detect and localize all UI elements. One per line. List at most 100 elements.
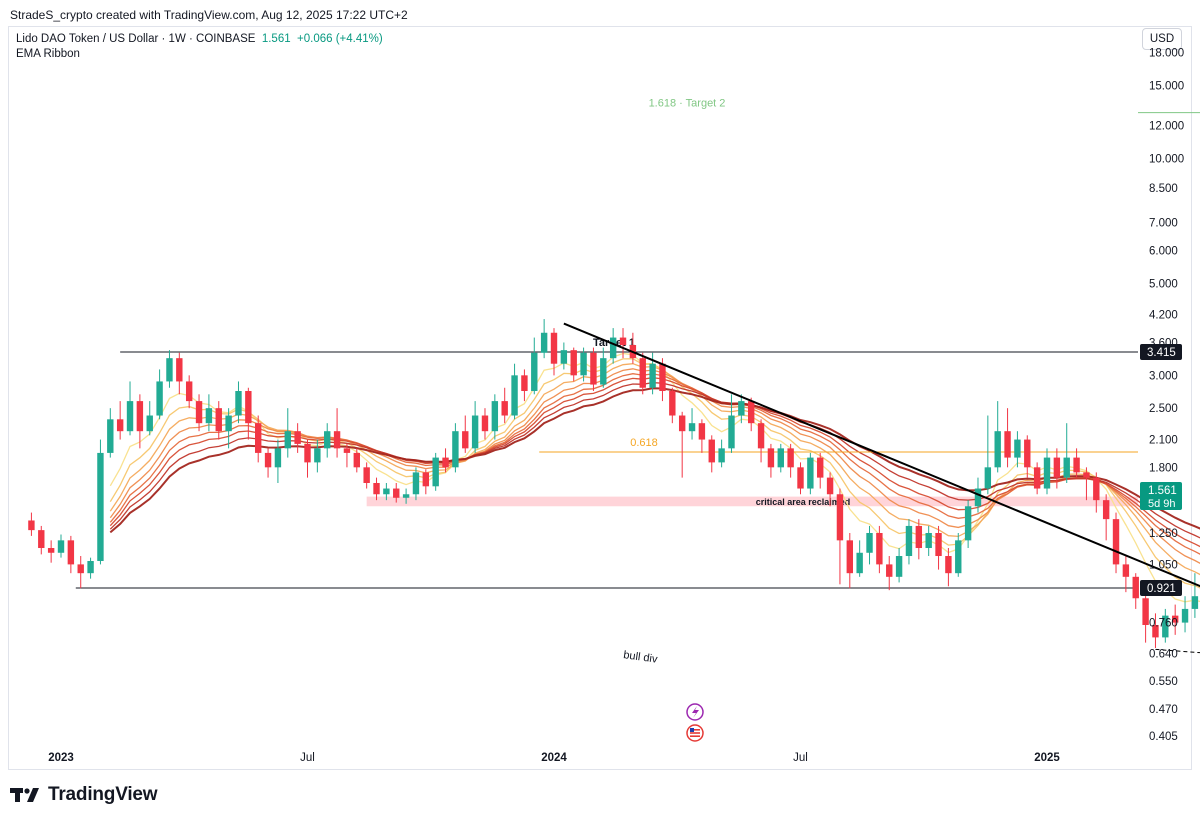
divergence-label: bull div	[623, 649, 659, 666]
chart-frame	[8, 26, 1192, 770]
candle-body	[580, 352, 587, 376]
candle-body	[343, 448, 351, 453]
candle-body	[107, 419, 114, 453]
candle	[363, 462, 370, 489]
candle	[442, 448, 449, 473]
candle	[383, 482, 390, 501]
candle-body	[452, 431, 459, 468]
candle-body	[77, 564, 84, 574]
candle-body	[422, 472, 430, 487]
candle-body	[1142, 598, 1149, 625]
candle-body	[491, 401, 499, 432]
candle	[994, 401, 1001, 473]
candle	[255, 415, 262, 463]
candle-body	[925, 532, 932, 549]
brand-logo[interactable]: TradingView	[10, 784, 158, 806]
candle-body	[708, 439, 715, 463]
candle	[560, 342, 568, 370]
candle-body	[659, 363, 666, 392]
candle-body	[195, 401, 203, 424]
price-axis: 18.000 15.000 12.000 10.000 8.500 7.000 6.000 5…	[1140, 48, 1184, 743]
candle-body	[166, 358, 173, 382]
candle	[600, 347, 607, 388]
candle	[116, 401, 124, 440]
candle	[481, 408, 489, 440]
candle	[521, 369, 528, 402]
candle	[935, 525, 942, 570]
candle	[87, 557, 94, 579]
candle	[294, 423, 301, 453]
candle-body	[1083, 472, 1090, 478]
price-tag-value: 1.561	[1148, 485, 1177, 497]
candle	[1093, 472, 1100, 513]
candle	[1152, 613, 1159, 649]
candle	[373, 477, 380, 501]
y-tick-label: 0.640	[1149, 649, 1178, 661]
candle-body	[1053, 457, 1061, 478]
candle	[826, 472, 834, 507]
us-flag-event-icon[interactable]	[686, 724, 704, 742]
flash-event-icon[interactable]	[686, 703, 704, 721]
critical-zone	[366, 496, 1138, 507]
y-tick-label: 15.000	[1149, 80, 1184, 92]
candle	[609, 328, 617, 364]
candle	[777, 443, 784, 473]
candle-body	[383, 488, 390, 495]
candle	[491, 394, 499, 440]
candle-body	[1102, 500, 1110, 520]
candle-body	[245, 391, 252, 424]
candle	[195, 394, 203, 432]
candle-body	[718, 448, 725, 463]
candle	[67, 535, 75, 574]
candle	[708, 435, 715, 473]
candle-body	[590, 352, 597, 385]
candle	[422, 469, 430, 495]
y-tick-label: 18.000	[1149, 48, 1184, 60]
symbol-legend: Lido DAO Token / US Dollar · 1W · COINBA…	[16, 33, 383, 45]
zone-layer: critical area reclaimed	[366, 496, 1138, 507]
symbol-name[interactable]: Lido DAO Token / US Dollar · 1W · COINBA…	[16, 33, 256, 45]
candle-body	[255, 423, 262, 453]
ema-line-30	[109, 387, 1200, 534]
candle	[304, 439, 311, 478]
candle	[797, 462, 804, 495]
candle	[324, 423, 331, 458]
candle	[402, 488, 410, 504]
currency-button[interactable]: USD	[1142, 28, 1182, 50]
candle-body	[935, 532, 942, 557]
candle	[698, 419, 706, 453]
chart-credit: StradeS_crypto created with TradingView.…	[10, 8, 408, 22]
y-tick-label: 7.000	[1149, 218, 1178, 230]
candle	[77, 556, 84, 589]
candle	[540, 319, 548, 359]
candle-body	[47, 548, 55, 553]
y-tick-label: 8.500	[1149, 183, 1178, 195]
candle-body	[97, 452, 104, 561]
candle	[659, 358, 666, 402]
candle	[28, 512, 35, 536]
candle	[886, 556, 893, 591]
candle-body	[767, 448, 775, 468]
candle-body	[1024, 439, 1031, 468]
candle	[501, 387, 508, 424]
candle-body	[905, 525, 913, 557]
candle-body	[866, 532, 873, 553]
candle	[925, 525, 932, 557]
critical-zone-label: critical area reclaimed	[756, 497, 851, 507]
candle	[738, 394, 745, 424]
price-tag-value: 3.415	[1147, 347, 1176, 359]
candle-body	[945, 556, 952, 574]
candle-body	[1063, 457, 1070, 478]
candle-body	[1171, 615, 1179, 623]
candle-body	[126, 401, 134, 432]
candle-body	[511, 375, 518, 416]
candle	[412, 467, 420, 501]
time-axis: 2023Jul2024Jul2025Jul2026Jul2027	[48, 752, 1060, 764]
x-tick-label: 2025	[1034, 752, 1060, 764]
candle-body	[639, 358, 646, 388]
candle	[550, 328, 558, 376]
indicator-legend[interactable]: EMA Ribbon	[16, 48, 80, 60]
candle-body	[757, 423, 765, 449]
